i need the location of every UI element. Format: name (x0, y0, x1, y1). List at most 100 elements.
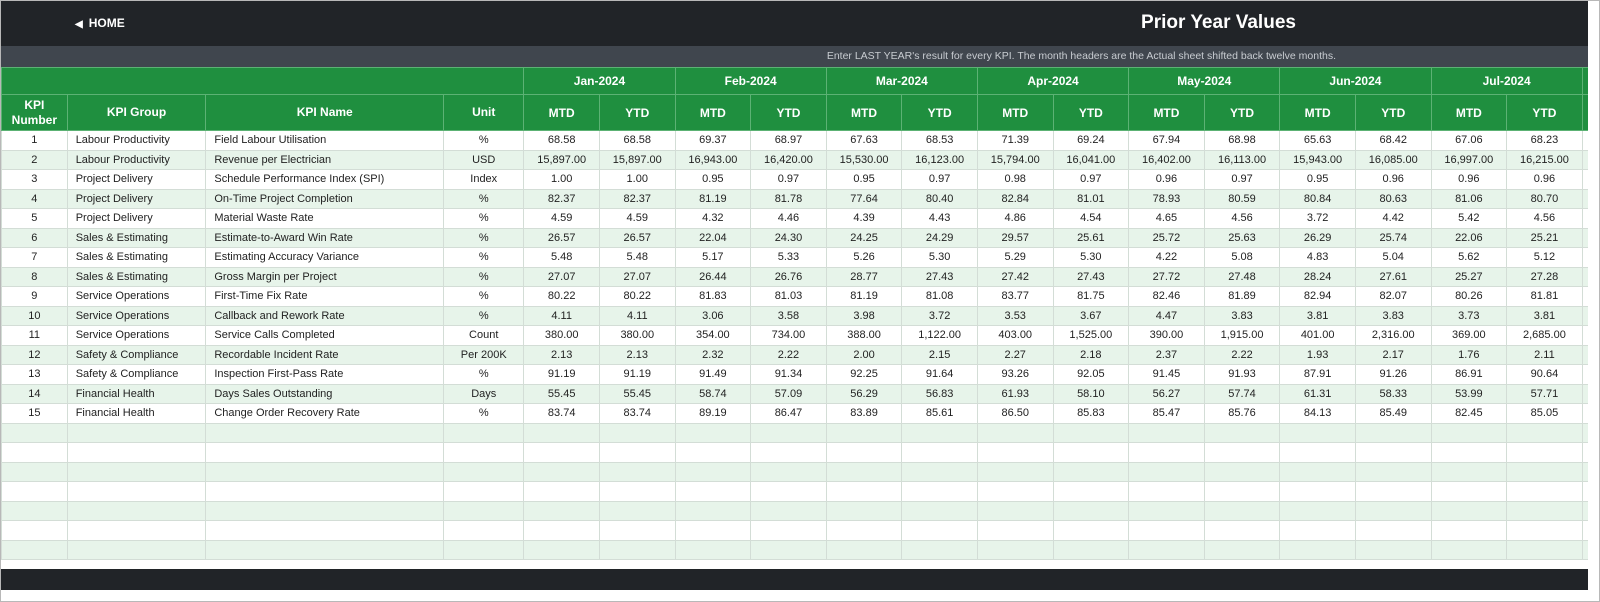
cell: 80.26 (1430, 286, 1508, 307)
cell: 1,122.00 (901, 325, 978, 346)
cell (1, 481, 68, 502)
cell (901, 539, 978, 560)
cell: % (443, 227, 525, 248)
month-header: Jan-2024 (523, 67, 676, 95)
cell: 85.47 (1128, 403, 1205, 424)
cell: 83.89 (825, 403, 903, 424)
kpi-table: Jan-2024 Feb-2024 Mar-2024 Apr-2024 May-2024… (1, 67, 1588, 560)
cell (443, 422, 525, 443)
cell (205, 461, 445, 482)
cell: 61.93 (976, 383, 1054, 404)
cell: 68.58 (523, 130, 600, 151)
cell: 2.15 (901, 344, 978, 365)
cell: 25.27 (1430, 266, 1508, 287)
cell (1, 461, 68, 482)
cell: 15,897.00 (523, 149, 600, 170)
cell: 4.54 (1052, 208, 1130, 229)
cell: 69.37 (674, 130, 752, 151)
cell (976, 500, 1054, 521)
cell: 81.89 (1203, 286, 1281, 307)
cell: 28.77 (825, 266, 903, 287)
cell: 58.10 (1052, 383, 1130, 404)
cell: 2.13 (598, 344, 676, 365)
cell: 734.00 (750, 325, 827, 346)
header-row: Jan-2024 Feb-2024 Mar-2024 Apr-2024 May-2024… (1, 67, 1588, 95)
cell (1128, 461, 1205, 482)
cell: Callback and Rework Rate (205, 305, 445, 326)
cell (1203, 520, 1281, 541)
cell (1581, 539, 1588, 560)
cell: 82.94 (1279, 286, 1356, 307)
cell (1354, 461, 1432, 482)
cell: 65.63 (1279, 130, 1356, 151)
cell: 5.08 (1203, 247, 1281, 268)
cell (1, 500, 68, 521)
cell: 91.49 (674, 364, 752, 385)
cell: 16,402.00 (1128, 149, 1205, 170)
cell: Estimate-to-Award Win Rate (205, 227, 445, 248)
home-button[interactable]: ◀ HOME (75, 16, 125, 30)
cell: 2.22 (750, 344, 827, 365)
cell: 81.75 (1052, 286, 1130, 307)
cell: 2.00 (825, 344, 903, 365)
cell: 3.72 (1279, 208, 1356, 229)
cell (66, 442, 207, 463)
cell: 2 (1, 149, 68, 170)
cell: Recordable Incident Rate (205, 344, 445, 365)
cell (598, 520, 676, 541)
cell: 81.78 (750, 188, 827, 209)
cell: 4.59 (598, 208, 676, 229)
cell (901, 461, 978, 482)
cell (205, 422, 445, 443)
cell (443, 520, 525, 541)
cell: 65.10 (1581, 130, 1588, 151)
cell: 3.06 (674, 305, 752, 326)
cell (976, 520, 1054, 541)
cell (1279, 422, 1356, 443)
cell: 23.76 (1581, 227, 1588, 248)
cell: 82.84 (976, 188, 1054, 209)
cell: 1.00 (523, 169, 600, 190)
month-header: Jul-2024 (1430, 67, 1583, 95)
column-header: KPI Number (1, 94, 68, 131)
cell: Service Operations (66, 286, 207, 307)
cell (1430, 500, 1508, 521)
cell: 0.95 (674, 169, 752, 190)
cell: 16,123.00 (901, 149, 978, 170)
month-header: Mar-2024 (825, 67, 978, 95)
cell (1354, 520, 1432, 541)
cell: 5.30 (1052, 247, 1130, 268)
period-header: MTD (1128, 94, 1205, 131)
cell: 26.76 (750, 266, 827, 287)
cell: 27.07 (523, 266, 600, 287)
cell: 85.83 (1052, 403, 1130, 424)
cell: 4.79 (1581, 305, 1588, 326)
cell: Financial Health (66, 383, 207, 404)
cell: Gross Margin per Project (205, 266, 445, 287)
cell (1203, 500, 1281, 521)
cell: Estimating Accuracy Variance (205, 247, 445, 268)
cell: 91.45 (1128, 364, 1205, 385)
cell: 16,997.00 (1430, 149, 1508, 170)
data-row: 11 Service Operations Service Calls Comple… (1, 325, 1588, 346)
cell: 27.43 (1052, 266, 1130, 287)
cell: 5.48 (598, 247, 676, 268)
cell: 25.72 (1128, 227, 1205, 248)
cell: 68.58 (598, 130, 676, 151)
cell: 5.04 (1354, 247, 1432, 268)
data-row: 7 Sales & Estimating Estimating Accuracy V… (1, 247, 1588, 268)
cell: 80.59 (1203, 188, 1281, 209)
home-label[interactable]: HOME (88, 16, 125, 30)
period-header: YTD (1506, 94, 1583, 131)
cell: 4.83 (1279, 247, 1356, 268)
cell: 61.31 (1279, 383, 1356, 404)
cell: 81.19 (674, 188, 752, 209)
cell: 1.00 (598, 169, 676, 190)
cell: Project Delivery (66, 208, 207, 229)
cell: Inspection First-Pass Rate (205, 364, 445, 385)
note-bar: Enter LAST YEAR's result for every KPI. … (1, 46, 1588, 67)
data-row: 4 Project Delivery On-Time Project Complet… (1, 188, 1588, 209)
cell: 69.24 (1052, 130, 1130, 151)
cell: 5 (1, 208, 68, 229)
cell: 4.32 (674, 208, 752, 229)
